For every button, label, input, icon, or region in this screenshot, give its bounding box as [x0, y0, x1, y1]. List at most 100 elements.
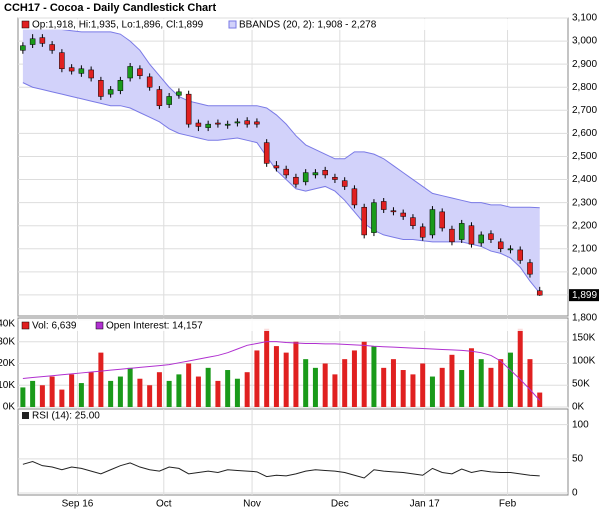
volume-bar: [488, 367, 494, 407]
candle-body: [244, 120, 250, 125]
volume-bar: [98, 352, 104, 407]
candle-body: [380, 201, 387, 210]
volume-bar: [381, 367, 387, 407]
candle-body: [39, 37, 46, 44]
candle-body: [488, 233, 494, 240]
candle-body: [449, 228, 455, 243]
y-tick-label: 50: [572, 453, 584, 464]
y-tick-label: 2,900: [572, 59, 597, 70]
volume-bar: [322, 363, 328, 407]
candle-body: [410, 217, 416, 226]
y-tick-label: 2,500: [572, 151, 597, 162]
candle-body: [107, 89, 114, 95]
candle-body: [156, 89, 163, 106]
y-tick-label: 2,800: [572, 82, 597, 93]
volume-bar: [312, 367, 318, 407]
legend-text: Open Interest: 14,157: [106, 321, 203, 332]
candle-body: [351, 188, 358, 206]
volume-bar: [254, 350, 260, 407]
candle-body: [117, 80, 124, 91]
volume-bar: [527, 359, 533, 407]
volume-bar: [420, 363, 426, 407]
volume-bar: [156, 372, 162, 407]
volume-bar: [69, 374, 75, 407]
candle-body: [224, 123, 231, 126]
candle-body: [195, 122, 202, 127]
oi-line: [22, 341, 541, 401]
y-tick-label: 0: [572, 488, 578, 499]
y-tick-label: 1,800: [572, 313, 597, 324]
candle-body: [20, 45, 26, 51]
volume-bar: [137, 378, 143, 407]
volume-bar: [468, 348, 474, 407]
chart-title: CCH17 - Cocoa - Daily Candlestick Chart: [4, 2, 216, 14]
y-tick-label: 30K: [0, 336, 15, 347]
volume-bar: [449, 354, 455, 407]
volume-bar: [186, 363, 192, 407]
volume-bar: [244, 372, 250, 407]
volume-bar: [459, 370, 465, 407]
volume-bar: [439, 367, 445, 407]
x-tick-label: Jan 17: [410, 499, 440, 510]
legend-band: [19, 319, 567, 331]
volume-bar: [342, 359, 348, 407]
candle-body: [215, 122, 221, 125]
candle-body: [332, 176, 338, 180]
x-tick-label: Oct: [156, 499, 172, 510]
volume-bar: [361, 341, 367, 407]
candle-body: [293, 176, 299, 185]
candle-body: [468, 225, 475, 245]
candle-body: [458, 223, 465, 240]
volume-bar: [390, 359, 396, 407]
volume-bar: [273, 346, 279, 407]
bband-area: [22, 29, 540, 294]
legend-swatch: [21, 20, 30, 29]
volume-bar: [176, 374, 182, 407]
y-tick-label: 2,200: [572, 220, 597, 231]
x-tick-label: Feb: [499, 499, 517, 510]
volume-bar: [303, 359, 309, 407]
candle-body: [137, 68, 143, 76]
y2-tick-label: 150K: [572, 333, 596, 344]
candle-body: [361, 206, 367, 236]
candle-body: [439, 211, 445, 229]
candle-body: [166, 96, 172, 105]
candle-body: [273, 165, 280, 169]
volume-bar: [264, 328, 270, 407]
volume-bar: [166, 380, 172, 407]
volume-bar: [30, 380, 36, 407]
volume-bar: [429, 376, 435, 407]
legend-swatch: [228, 20, 237, 29]
y2-tick-label: 0K: [572, 402, 585, 413]
volume-bar: [517, 328, 523, 407]
y-tick-label: 2,400: [572, 174, 597, 185]
y-tick-label: 2,000: [572, 266, 597, 277]
volume-bar: [351, 350, 357, 407]
volume-bar: [283, 352, 289, 407]
volume-bar: [410, 374, 416, 407]
candle-body: [527, 262, 533, 275]
panel: [17, 408, 569, 496]
candle-body: [429, 209, 436, 236]
volume-bar: [127, 367, 133, 407]
legend-text: Op:1,918, Hi:1,935, Lo:1,896, Cl:1,899: [32, 20, 204, 31]
y-tick-label: 0K: [3, 402, 16, 413]
volume-bar: [88, 372, 94, 407]
candle-body: [536, 290, 543, 296]
volume-bar: [205, 367, 211, 407]
y-tick-label: 2,100: [572, 243, 597, 254]
volume-bar: [371, 346, 377, 407]
x-tick-label: Nov: [243, 499, 261, 510]
volume-bar: [78, 383, 84, 407]
candle-body: [312, 172, 319, 176]
y2-tick-label: 50K: [572, 379, 590, 390]
last-price-box: [569, 289, 599, 302]
rsi-line: [22, 461, 540, 479]
volume-bar: [400, 370, 406, 407]
y-tick-label: 20K: [0, 358, 15, 369]
volume-bar: [478, 359, 484, 407]
volume-bar: [147, 385, 153, 407]
x-tick-label: Sep 16: [62, 499, 94, 510]
legend-text: RSI (14): 25.00: [32, 411, 100, 422]
candle-body: [88, 69, 94, 79]
